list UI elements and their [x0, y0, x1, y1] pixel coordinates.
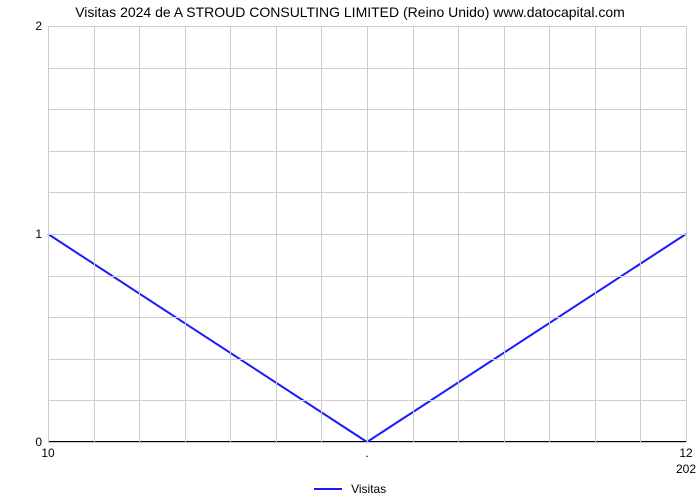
x-minor-mark: .: [365, 446, 368, 460]
gridline-v: [413, 26, 414, 442]
legend-swatch: [314, 488, 342, 490]
gridline-v: [185, 26, 186, 442]
gridline-v: [48, 26, 49, 442]
gridline-v: [549, 26, 550, 442]
plot-area: 0121012202.: [48, 26, 686, 442]
y-tick-label: 2: [35, 19, 42, 33]
gridline-v: [230, 26, 231, 442]
chart-title: Visitas 2024 de A STROUD CONSULTING LIMI…: [0, 4, 700, 20]
legend-label: Visitas: [351, 482, 386, 496]
y-tick-label: 1: [35, 227, 42, 241]
gridline-v: [595, 26, 596, 442]
gridline-v: [139, 26, 140, 442]
gridline-v: [94, 26, 95, 442]
x-tick-label: 12: [679, 446, 692, 460]
gridline-v: [504, 26, 505, 442]
gridline-v: [458, 26, 459, 442]
gridline-h: [48, 442, 686, 443]
gridline-v: [276, 26, 277, 442]
chart-container: Visitas 2024 de A STROUD CONSULTING LIMI…: [0, 0, 700, 500]
gridline-v: [640, 26, 641, 442]
x-sub-label: 202: [676, 462, 696, 476]
gridline-v: [321, 26, 322, 442]
gridline-v: [367, 26, 368, 442]
gridline-v: [686, 26, 687, 442]
legend: Visitas: [0, 481, 700, 496]
x-tick-label: 10: [41, 446, 54, 460]
